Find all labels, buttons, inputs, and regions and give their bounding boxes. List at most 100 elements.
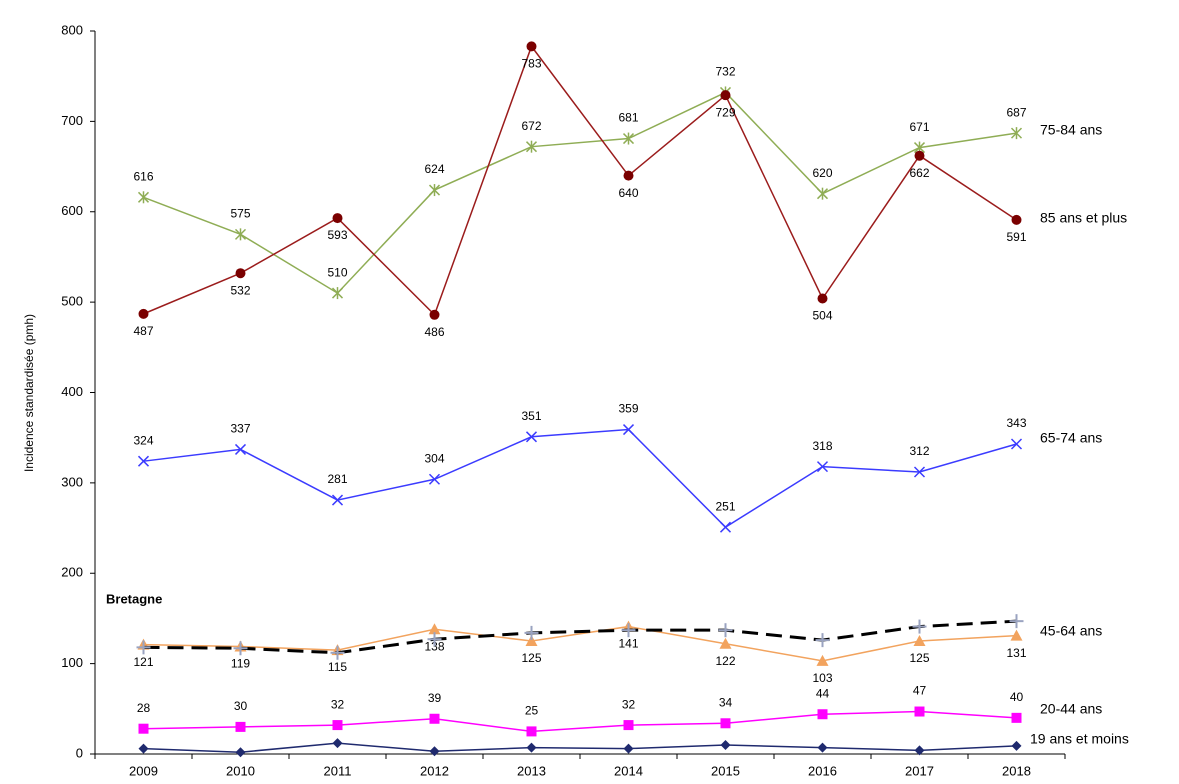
marker-part (138, 723, 149, 734)
marker-part (428, 473, 441, 485)
data-label: 141 (618, 637, 638, 651)
x-tick-label: 2013 (517, 763, 546, 778)
marker (914, 745, 925, 756)
data-label: 672 (521, 119, 541, 133)
marker (235, 747, 246, 758)
data-label: 32 (622, 697, 636, 711)
marker-part (234, 443, 247, 455)
marker (235, 268, 246, 279)
data-label: 125 (909, 651, 929, 665)
data-label: 281 (327, 472, 347, 486)
y-tick-label: 0 (76, 745, 83, 760)
y-tick-label: 500 (61, 294, 83, 309)
data-label: 25 (525, 704, 539, 718)
marker-part (428, 623, 441, 635)
marker-part (913, 466, 926, 478)
marker-part (138, 743, 149, 754)
marker (332, 213, 343, 224)
marker (234, 443, 247, 455)
data-label: 115 (328, 660, 347, 674)
marker (138, 308, 149, 319)
marker (720, 90, 731, 101)
series-name: 45-64 ans (1040, 623, 1102, 639)
marker (1009, 614, 1024, 629)
series-name: 20-44 ans (1040, 701, 1102, 717)
marker-part (1011, 740, 1022, 751)
marker (234, 228, 247, 241)
marker-part (429, 309, 440, 320)
marker (1011, 712, 1022, 723)
marker-part (1011, 214, 1022, 225)
marker-part (913, 635, 926, 647)
data-label: 304 (424, 451, 444, 465)
marker-part (332, 720, 343, 731)
marker (1010, 438, 1023, 450)
marker-part (720, 90, 731, 101)
y-tick-label: 600 (61, 203, 83, 218)
marker (912, 619, 927, 634)
marker (138, 743, 149, 754)
marker (718, 623, 733, 638)
marker-part (137, 455, 150, 467)
marker-part (526, 742, 537, 753)
marker (815, 633, 830, 648)
marker-part (332, 213, 343, 224)
marker (137, 191, 150, 204)
marker-part (623, 743, 634, 754)
data-label: 318 (812, 439, 832, 453)
marker (622, 132, 635, 145)
marker (524, 625, 539, 640)
marker-part (526, 41, 537, 52)
marker (137, 455, 150, 467)
marker (913, 635, 926, 647)
x-tick-label: 2011 (324, 763, 352, 778)
marker (816, 187, 829, 200)
data-label: 486 (424, 325, 444, 339)
data-label: 119 (231, 657, 250, 671)
marker (817, 293, 828, 304)
marker (623, 170, 634, 181)
marker (136, 640, 151, 655)
marker (1010, 127, 1023, 140)
data-label: 624 (424, 162, 444, 176)
marker-part (719, 521, 732, 533)
marker (526, 742, 537, 753)
marker (914, 150, 925, 161)
marker-part (817, 293, 828, 304)
marker-part (817, 742, 828, 753)
data-label: 251 (715, 499, 735, 513)
marker (816, 654, 829, 666)
series-line (143, 625, 1017, 662)
marker-part (816, 654, 829, 666)
series-name: 19 ans et moins (1030, 731, 1129, 747)
marker (330, 645, 345, 660)
marker (331, 494, 344, 506)
series-name: 65-74 ans (1040, 430, 1102, 446)
y-tick-label: 400 (61, 384, 83, 399)
marker (817, 742, 828, 753)
data-label: 640 (618, 186, 638, 200)
marker-part (138, 308, 149, 319)
marker (816, 461, 829, 473)
series-line (143, 44, 1017, 317)
marker-part (817, 709, 828, 720)
marker-part (429, 713, 440, 724)
data-label: 532 (230, 283, 250, 297)
marker (525, 140, 538, 153)
marker (526, 41, 537, 52)
marker-part (623, 170, 634, 181)
marker (332, 738, 343, 749)
x-tick-label: 2018 (1002, 763, 1031, 778)
data-label: 121 (133, 655, 153, 669)
data-label: 510 (327, 265, 347, 279)
marker-part (914, 706, 925, 717)
data-label: 34 (719, 695, 733, 709)
marker-part (720, 739, 731, 750)
data-label: 312 (909, 444, 929, 458)
marker (621, 623, 636, 638)
data-label: 575 (230, 207, 250, 221)
data-label: 44 (816, 686, 830, 700)
x-tick-label: 2014 (614, 763, 643, 778)
marker (914, 706, 925, 717)
